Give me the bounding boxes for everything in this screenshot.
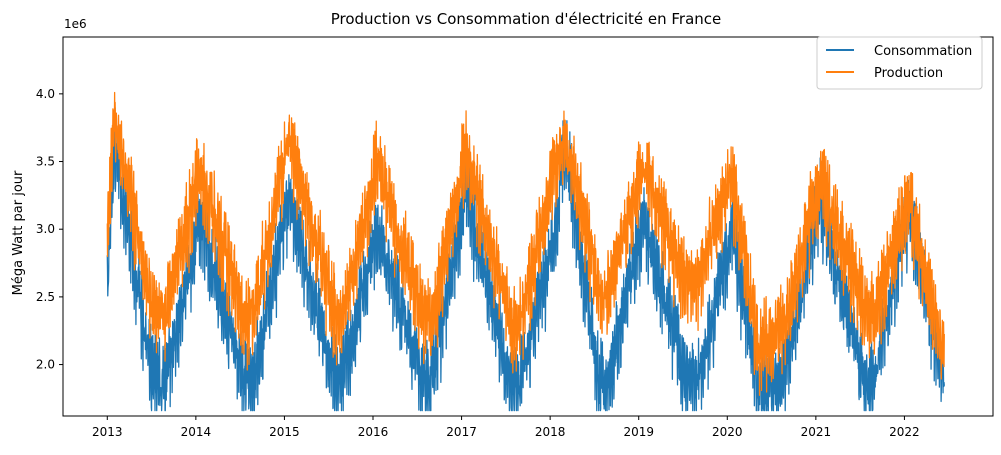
y-offset-text: 1e6 bbox=[64, 17, 87, 31]
x-tick-label: 2017 bbox=[446, 425, 477, 439]
legend-label-production: Production bbox=[874, 66, 943, 81]
x-tick-label: 2021 bbox=[801, 425, 832, 439]
y-tick-label: 4.0 bbox=[36, 87, 55, 101]
chart-title: Production vs Consommation d'électricité… bbox=[331, 10, 722, 28]
y-tick-label: 3.5 bbox=[36, 155, 55, 169]
x-tick-label: 2013 bbox=[92, 425, 123, 439]
x-tick-label: 2014 bbox=[181, 425, 212, 439]
y-axis-label: Méga Watt par jour bbox=[11, 170, 26, 295]
series-layer bbox=[106, 91, 945, 412]
y-tick-label: 3.0 bbox=[36, 222, 55, 236]
legend: Consommation Production bbox=[816, 36, 983, 90]
x-tick-label: 2022 bbox=[889, 425, 920, 439]
x-tick-label: 2020 bbox=[712, 425, 743, 439]
x-tick-label: 2019 bbox=[623, 425, 654, 439]
plot-frame bbox=[62, 36, 994, 417]
x-tick-label: 2018 bbox=[535, 425, 566, 439]
y-tick-label: 2.0 bbox=[36, 358, 55, 372]
y-tick-label: 2.5 bbox=[36, 290, 55, 304]
axes: 2013 2014 2015 2016 2017 2018 2019 2020 2021 2022… bbox=[36, 36, 994, 439]
series-line-0 bbox=[106, 107, 945, 412]
series-line-1 bbox=[106, 91, 945, 396]
x-tick-label: 2016 bbox=[358, 425, 389, 439]
x-tick-label: 2015 bbox=[269, 425, 300, 439]
legend-label-consommation: Consommation bbox=[874, 44, 972, 59]
legend-frame bbox=[816, 36, 983, 90]
